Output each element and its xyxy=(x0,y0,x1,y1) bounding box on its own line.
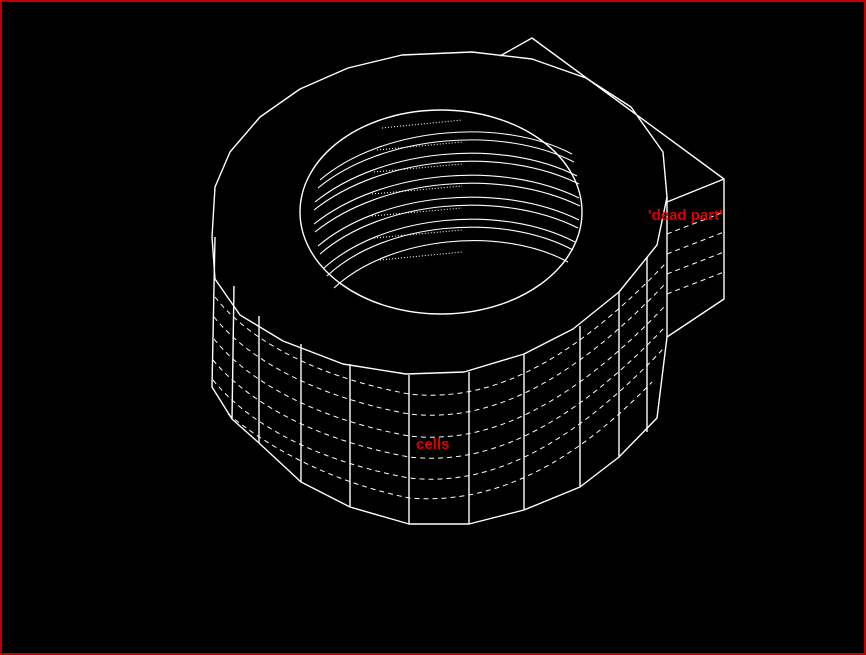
cell-dividers xyxy=(231,257,648,524)
cell-rows xyxy=(212,263,666,500)
ring-side-outline xyxy=(211,197,668,525)
dead-part-block xyxy=(499,37,725,338)
dead-part-label: 'dead part' xyxy=(648,207,723,224)
ring-bore xyxy=(299,109,583,315)
bore-threads xyxy=(313,119,581,289)
ring-top-outline xyxy=(211,51,668,375)
cells-label: cells xyxy=(416,436,450,453)
